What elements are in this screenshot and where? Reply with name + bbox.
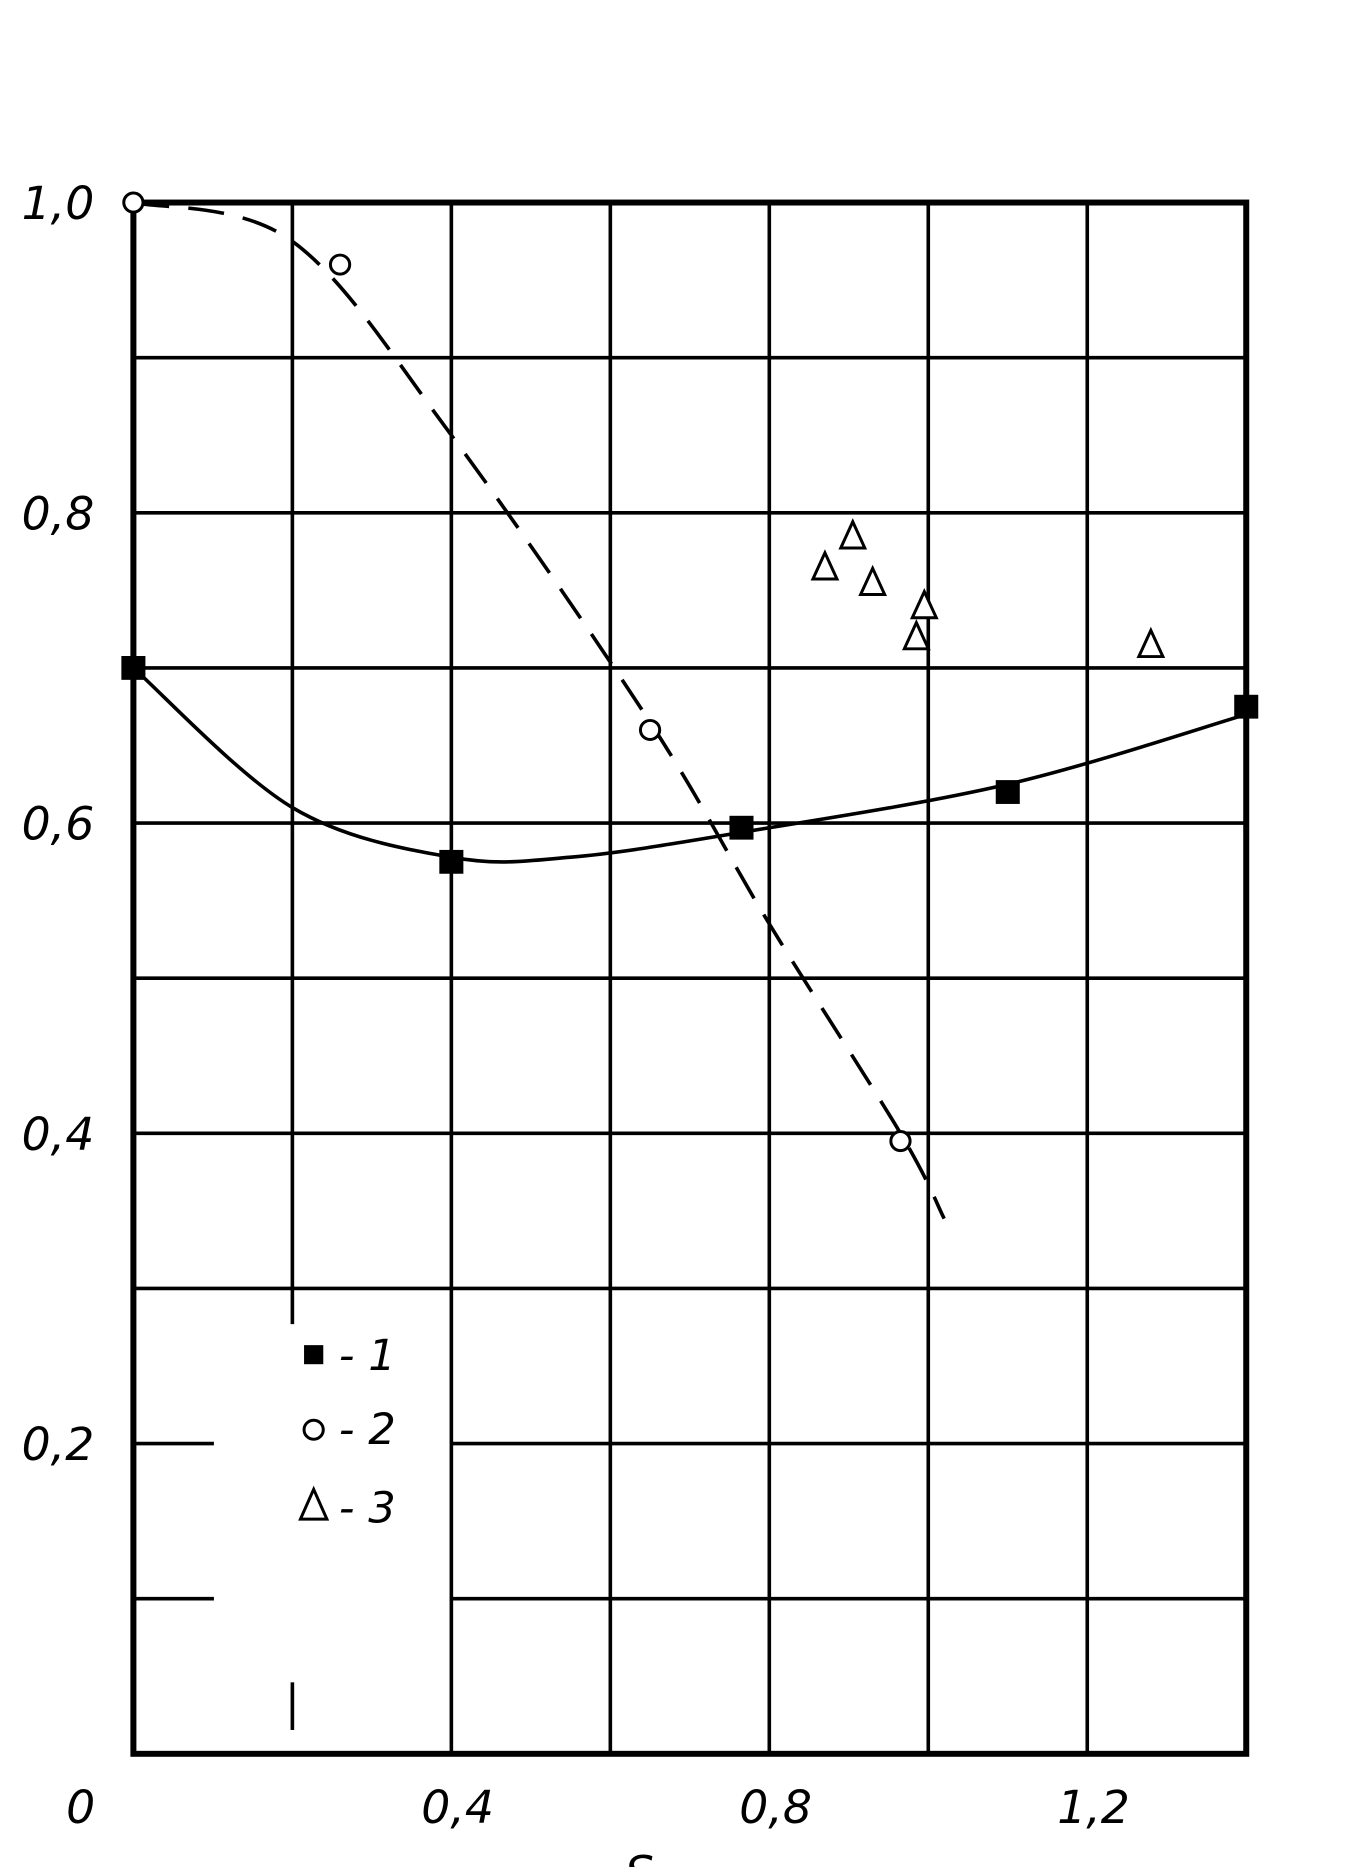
point-series-1 — [995, 780, 1020, 804]
tick-labels: 0 0,4 0,8 1,2 0,2 0,4 0,6 0,8 1,0 — [22, 177, 1130, 1833]
point-series-1 — [729, 815, 754, 840]
legend-marker-circle — [302, 1418, 325, 1441]
legend-label-3: - 3 — [339, 1484, 396, 1534]
y-tick-label: 1,0 — [22, 177, 95, 230]
legend-label-1: - 1 — [339, 1331, 396, 1381]
point-series-2 — [122, 191, 145, 214]
x-tick-label: 1,2 — [1057, 1781, 1130, 1834]
legend: - 1 - 2 - 3 — [298, 1331, 396, 1534]
legend-marker-triangle — [298, 1485, 330, 1521]
point-series-3 — [909, 587, 939, 620]
legend-label-2: - 2 — [339, 1405, 396, 1455]
y-tick-label: 0,8 — [22, 488, 95, 541]
point-series-3 — [858, 564, 887, 597]
y-tick-label: 0,2 — [22, 1418, 95, 1471]
y-tick-label: 0,6 — [22, 798, 95, 851]
legend-marker-square — [304, 1345, 324, 1365]
point-series-2 — [328, 253, 352, 276]
point-series-2 — [889, 1130, 912, 1153]
x-tick-label: 0,4 — [421, 1781, 494, 1834]
plot-frame — [130, 199, 1250, 1757]
curve-series-1 — [132, 666, 1247, 864]
grid — [133, 202, 1247, 1754]
point-series-2 — [638, 718, 662, 741]
data-points — [121, 191, 1259, 1153]
point-series-3 — [902, 619, 931, 651]
point-series-3 — [810, 549, 840, 581]
curves — [132, 200, 1247, 1220]
point-series-1 — [121, 656, 146, 680]
x-tick-label: 0,8 — [739, 1781, 812, 1834]
point-series-1 — [439, 849, 464, 874]
x-axis-label: S — [625, 1847, 654, 1867]
point-series-3 — [1136, 626, 1166, 659]
y-tick-label: 0,4 — [22, 1108, 95, 1161]
curve-series-2 — [132, 200, 946, 1220]
point-series-1 — [1234, 694, 1259, 719]
point-series-3 — [838, 518, 868, 550]
x-tick-label: 0 — [66, 1781, 95, 1834]
